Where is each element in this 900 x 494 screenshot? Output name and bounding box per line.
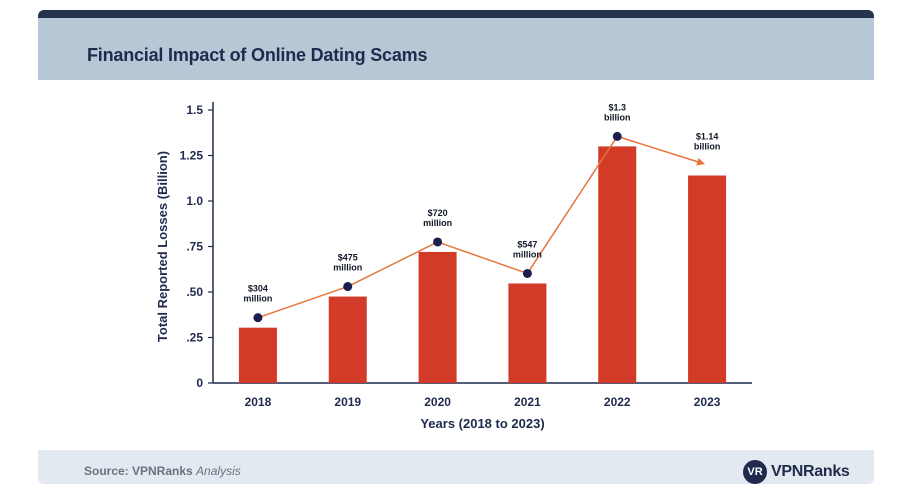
bar-2021	[508, 283, 547, 383]
y-axis-title: Total Reported Losses (Billion)	[155, 151, 170, 342]
source-note: Source: VPNRanks Analysis	[84, 464, 241, 478]
trend-marker	[612, 131, 622, 141]
trend-marker	[433, 237, 443, 247]
data-label-line: $1.14	[696, 132, 719, 142]
y-tick-label: .75	[186, 240, 203, 254]
y-tick-label: 0	[196, 376, 203, 390]
x-tick-label: 2023	[694, 395, 721, 409]
data-label-line: million	[243, 294, 272, 304]
data-label-line: $1.3	[608, 102, 626, 112]
bar-2022	[598, 146, 637, 383]
bar-2020	[418, 251, 457, 383]
trend-segment	[257, 285, 348, 319]
data-label-2019: $475 million	[333, 253, 362, 273]
y-tick-label: 1.0	[186, 194, 203, 208]
logo-text: VPNRanks	[771, 463, 850, 480]
data-label-line: $304	[248, 284, 268, 294]
x-tick-label: 2018	[245, 395, 272, 409]
source-prefix: Source: VPNRanks	[84, 464, 193, 478]
y-tick-label: 1.5	[186, 103, 203, 117]
data-label-line: $720	[428, 208, 448, 218]
data-label-line: million	[513, 249, 542, 259]
x-tick-label: 2022	[604, 395, 631, 409]
data-label-2021: $547 million	[513, 239, 542, 259]
data-label-line: million	[333, 263, 362, 273]
bar-2023	[688, 175, 727, 383]
header-band: Financial Impact of Online Dating Scams	[38, 18, 874, 80]
top-accent-bar	[38, 10, 874, 18]
logo-mark-icon: VR	[743, 460, 767, 484]
trend-segment	[437, 241, 528, 275]
data-label-line: million	[423, 218, 452, 228]
data-label-line: $547	[517, 239, 537, 249]
infographic-card: Financial Impact of Online Dating Scams …	[38, 10, 874, 484]
trend-arrow-segment	[617, 135, 705, 166]
vpnranks-logo: VR VPNRanks	[743, 459, 850, 484]
x-tick-label: 2021	[514, 395, 541, 409]
data-label-line: billion	[694, 142, 721, 152]
trend-marker	[522, 268, 532, 278]
page-title: Financial Impact of Online Dating Scams	[87, 45, 428, 65]
data-label-line: $475	[338, 253, 358, 263]
data-label-2020: $720 million	[423, 208, 452, 228]
data-label-2018: $304 million	[243, 284, 272, 304]
y-tick-label: .25	[186, 331, 203, 345]
footer-band: Source: VPNRanks Analysis VR VPNRanks	[38, 450, 874, 484]
trend-marker	[343, 282, 353, 292]
source-suffix: Analysis	[196, 464, 241, 478]
x-tick-label: 2020	[424, 395, 451, 409]
x-tick-label: 2019	[334, 395, 361, 409]
trend-segment	[347, 241, 438, 288]
data-label-line: billion	[604, 112, 631, 122]
trend-marker	[253, 313, 263, 323]
y-tick-label: 1.25	[180, 149, 204, 163]
y-tick-label: .50	[186, 285, 203, 299]
bar-2019	[328, 296, 367, 383]
x-axis-title: Years (2018 to 2023)	[420, 416, 544, 431]
trend-segment	[526, 135, 618, 274]
data-label-2022: $1.3 billion	[604, 102, 631, 122]
data-label-2023: $1.14 billion	[694, 132, 721, 152]
bar-2018	[238, 327, 277, 383]
